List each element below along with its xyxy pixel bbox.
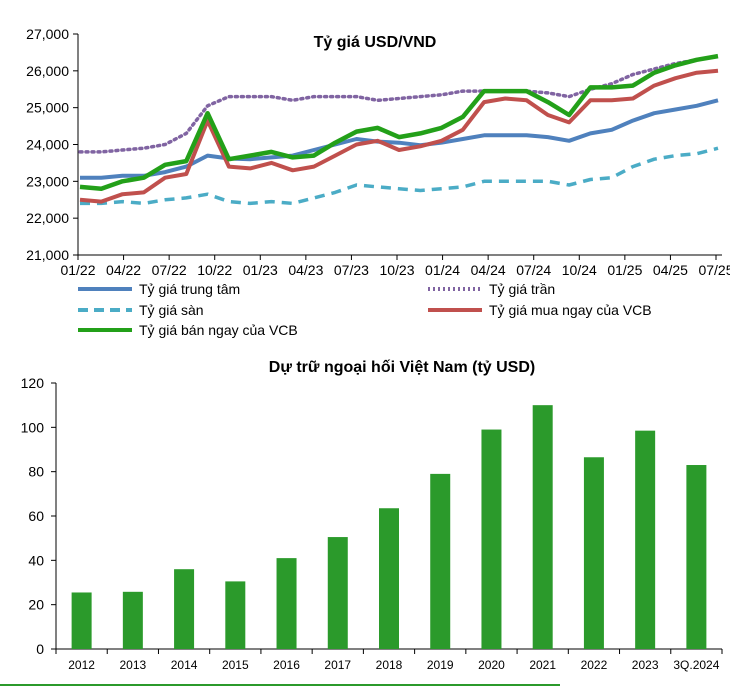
fx-legend: Tỷ giá trung tâm Tỷ giá trần Tỷ giá sàn … [78, 281, 652, 338]
fx-x-tick-label: 01/25 [607, 262, 642, 278]
fx-x-tick-label: 07/25 [698, 262, 730, 278]
fx-y-tick-label: 22,000 [26, 210, 69, 226]
reserves-x-tick-label: 2023 [632, 658, 659, 672]
fx-x-tick-label: 04/23 [288, 262, 323, 278]
reserves-x-tick-label: 2018 [376, 658, 403, 672]
fx-x-tick-label: 01/23 [243, 262, 278, 278]
reserves-x-tick-label: 2015 [222, 658, 249, 672]
fx-chart-title: Tỷ giá USD/VND [314, 34, 437, 51]
reserves-bar-chart: Dự trữ ngoại hối Việt Nam (tỷ USD) 0 20 40… [21, 359, 723, 672]
fx-line-chart: Tỷ giá USD/VND 21,00022,00023,00024,0002… [26, 26, 730, 338]
fx-x-tick-label: 01/22 [60, 262, 95, 278]
fx-y-tick-label: 24,000 [26, 137, 69, 153]
reserves-bar-2019 [430, 473, 451, 649]
fx-x-tick-label: 07/24 [516, 262, 551, 278]
fx-x-tick-label: 07/22 [152, 262, 187, 278]
legend-label-vcb-sell: Tỷ giá bán ngay của VCB [139, 322, 298, 338]
reserves-y-tick-label: 20 [28, 597, 44, 613]
fx-x-axis: 01/22 04/22 07/22 10/22 01/23 04/23 07/23 10/23… [60, 254, 730, 278]
reserves-x-tick-label: 2019 [427, 658, 454, 672]
reserves-y-tick-label: 60 [28, 508, 44, 524]
reserves-bar-2020 [481, 429, 502, 649]
reserves-x-tick-label: 3Q.2024 [673, 658, 719, 672]
legend-label-central: Tỷ giá trung tâm [139, 281, 240, 297]
reserves-chart-title: Dự trữ ngoại hối Việt Nam (tỷ USD) [269, 359, 535, 376]
reserves-x-tick-label: 2014 [171, 658, 198, 672]
legend-item-vcb-sell: Tỷ giá bán ngay của VCB [78, 322, 298, 338]
fx-y-tick-label: 26,000 [26, 63, 69, 79]
legend-item-ceiling: Tỷ giá trần [428, 281, 555, 297]
reserves-bar-2013 [122, 591, 143, 649]
fx-y-tick-label: 21,000 [26, 247, 69, 263]
reserves-bar-3Q.2024 [686, 465, 707, 649]
series-vcb-sell-line [79, 53, 719, 191]
fx-x-tick-label: 10/22 [197, 262, 232, 278]
reserves-bar-2021 [532, 405, 553, 649]
series-vcb-buy-line [79, 68, 719, 204]
reserves-bar-2014 [174, 569, 195, 649]
reserves-x-tick-label: 2016 [273, 658, 300, 672]
fx-x-tick-label: 01/24 [425, 262, 460, 278]
fx-x-tick-label: 04/25 [653, 262, 688, 278]
fx-x-tick-label: 04/24 [471, 262, 506, 278]
fx-y-tick-label: 27,000 [26, 26, 69, 42]
legend-label-floor: Tỷ giá sàn [139, 302, 204, 318]
fx-x-tick-label: 04/22 [106, 262, 141, 278]
reserves-bar-2016 [276, 558, 297, 649]
reserves-x-tick-label: 2020 [478, 658, 505, 672]
reserves-y-axis: 0 20 40 60 80 100 120 [21, 375, 57, 657]
reserves-bar-2023 [635, 430, 656, 649]
reserves-bar-2022 [583, 457, 604, 649]
fx-x-tick-label: 10/24 [562, 262, 597, 278]
legend-item-floor: Tỷ giá sàn [78, 302, 204, 318]
series-ceiling-line [78, 54, 720, 154]
fx-y-tick-label: 25,000 [26, 100, 69, 116]
reserves-x-tick-label: 2013 [119, 658, 146, 672]
reserves-bar-2018 [379, 508, 399, 649]
fx-y-tick-label: 23,000 [26, 173, 69, 189]
reserves-x-axis: 2012 2013 2014 2015 2016 2017 2018 2019 2020 2021… [55, 648, 723, 672]
reserves-bar-2012 [71, 592, 92, 649]
reserves-x-tick-label: 2022 [581, 658, 608, 672]
reserves-y-tick-label: 120 [21, 375, 45, 391]
series-floor-line [80, 146, 719, 206]
reserves-bar-2017 [327, 537, 348, 649]
legend-label-ceiling: Tỷ giá trần [489, 281, 555, 297]
reserves-y-tick-label: 80 [28, 464, 44, 480]
fx-x-tick-label: 07/23 [334, 262, 369, 278]
reserves-x-tick-label: 2021 [529, 658, 556, 672]
legend-item-central: Tỷ giá trung tâm [78, 281, 240, 297]
reserves-bar-2015 [225, 581, 246, 649]
series-central-line [80, 98, 719, 180]
reserves-y-tick-label: 40 [28, 552, 44, 568]
legend-item-vcb-buy: Tỷ giá mua ngay của VCB [428, 302, 652, 318]
reserves-x-tick-label: 2017 [324, 658, 351, 672]
fx-y-axis: 21,000 22,000 23,000 24,000 25,000 26,000 27,0… [26, 26, 79, 263]
fx-x-tick-label: 10/23 [379, 262, 414, 278]
reserves-y-tick-label: 0 [36, 641, 44, 657]
reserves-x-tick-label: 2012 [68, 658, 95, 672]
reserves-y-tick-label: 100 [21, 419, 45, 435]
legend-label-vcb-buy: Tỷ giá mua ngay của VCB [489, 302, 652, 318]
